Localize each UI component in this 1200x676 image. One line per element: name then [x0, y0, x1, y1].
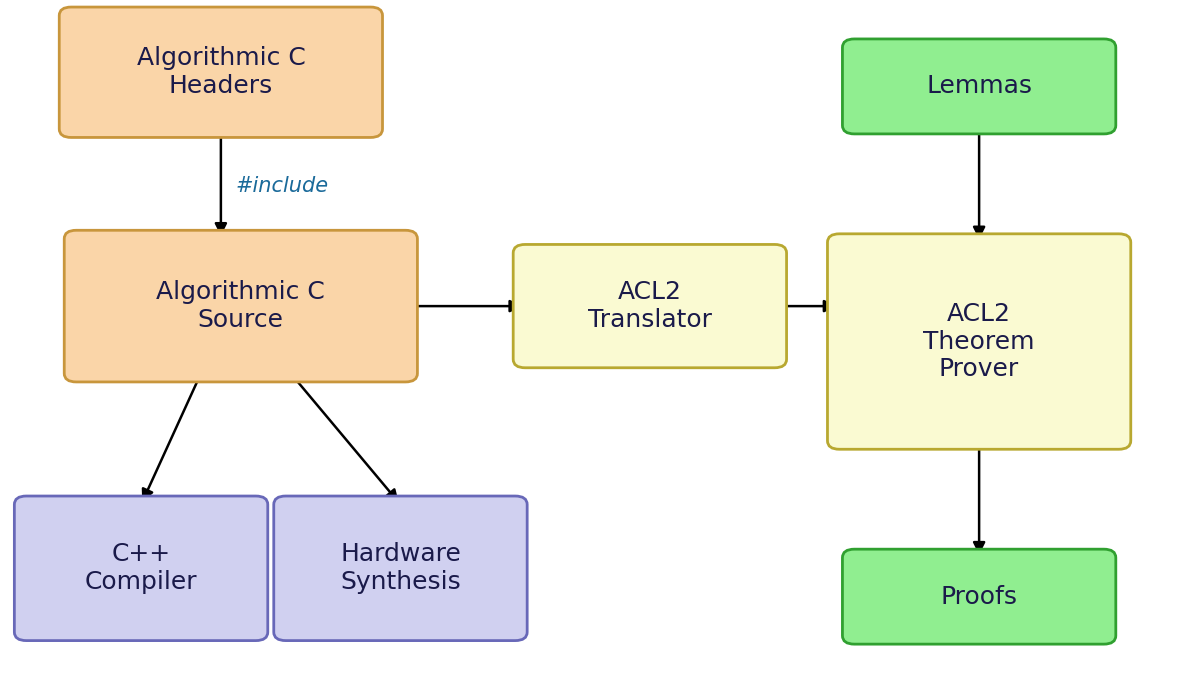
- Text: Algorithmic C
Source: Algorithmic C Source: [156, 281, 325, 332]
- Text: ACL2
Translator: ACL2 Translator: [588, 281, 712, 332]
- FancyBboxPatch shape: [65, 231, 418, 382]
- FancyBboxPatch shape: [842, 39, 1116, 134]
- Text: Proofs: Proofs: [941, 585, 1018, 608]
- FancyBboxPatch shape: [59, 7, 383, 137]
- Text: Lemmas: Lemmas: [926, 74, 1032, 99]
- Text: C++
Compiler: C++ Compiler: [85, 542, 197, 594]
- Text: #include: #include: [236, 176, 329, 195]
- FancyBboxPatch shape: [828, 234, 1130, 450]
- Text: Hardware
Synthesis: Hardware Synthesis: [340, 542, 461, 594]
- Text: ACL2
Theorem
Prover: ACL2 Theorem Prover: [923, 301, 1034, 381]
- FancyBboxPatch shape: [14, 496, 268, 641]
- Text: Algorithmic C
Headers: Algorithmic C Headers: [137, 47, 305, 98]
- FancyBboxPatch shape: [842, 549, 1116, 644]
- FancyBboxPatch shape: [514, 245, 786, 368]
- FancyBboxPatch shape: [274, 496, 527, 641]
